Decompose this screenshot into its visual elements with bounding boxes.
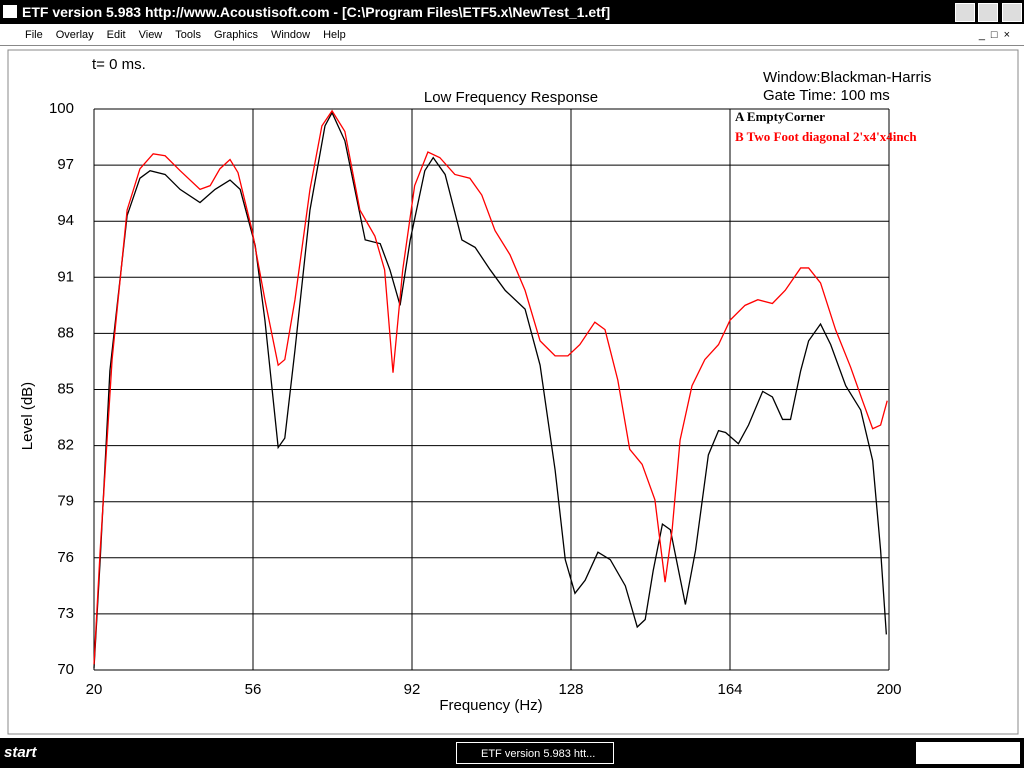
data-line [93, 111, 887, 669]
y-tick-label: 73 [57, 605, 74, 622]
y-tick-label: 88 [57, 324, 74, 341]
app-icon [3, 5, 17, 18]
chart-frame [7, 49, 1019, 735]
legend-entry: A EmptyCorner [735, 109, 825, 124]
menu-item[interactable]: Edit [106, 29, 126, 41]
data-line [93, 109, 888, 665]
minimize-button[interactable] [955, 3, 975, 22]
menu-item[interactable]: Help [323, 29, 346, 41]
y-axis-label: Level (dB) [19, 382, 36, 450]
chart-title: Low Frequency Response [424, 89, 598, 106]
y-tick-label: 100 [49, 100, 74, 117]
x-tick-label: 200 [876, 681, 901, 698]
menu-item[interactable]: File [25, 29, 43, 41]
chart: t= 0 ms. Window:Blackman-Harris Gate Tim… [7, 49, 1019, 735]
x-tick-label: 20 [86, 681, 103, 698]
y-tick-label: 79 [57, 493, 74, 510]
y-tick-label: 85 [57, 380, 74, 397]
mdi-controls[interactable]: _□× [978, 29, 1016, 41]
menu-item[interactable]: Tools [175, 29, 201, 41]
taskbar-task[interactable]: ETF version 5.983 htt... [456, 742, 614, 764]
menu-item[interactable]: Window [270, 29, 311, 41]
y-tick-label: 82 [57, 437, 74, 454]
menu-bar: File Overlay Edit View Tools Graphics Window He… [0, 25, 1024, 46]
menu-item[interactable]: Overlay [55, 29, 94, 41]
y-tick-label: 76 [57, 549, 74, 566]
maximize-button[interactable] [978, 3, 998, 22]
x-tick-label: 92 [404, 681, 421, 698]
system-tray [916, 742, 1020, 764]
legend-entry: B Two Foot diagonal 2'x4'x4inch [735, 129, 917, 144]
y-tick-label: 70 [57, 661, 74, 678]
menu-list: File Overlay Edit View Tools Graphics Window He… [25, 25, 359, 45]
x-tick-label: 56 [245, 681, 262, 698]
menu-item[interactable]: View [138, 29, 163, 41]
time-label: t= 0 ms. [92, 56, 146, 73]
menu-item[interactable]: Graphics [213, 29, 258, 41]
y-tick-label: 94 [57, 212, 74, 229]
y-tick-label: 97 [57, 156, 74, 173]
start-button[interactable]: start [4, 744, 37, 761]
title-bar: ETF version 5.983 http://www.Acoustisoft… [0, 0, 1024, 24]
y-tick-label: 91 [57, 268, 74, 285]
x-axis-label: Frequency (Hz) [439, 697, 542, 714]
taskbar: start ETF version 5.983 htt... [0, 738, 1024, 768]
gate-label: Gate Time: 100 ms [763, 87, 890, 104]
x-tick-label: 128 [558, 681, 583, 698]
x-tick-label: 164 [717, 681, 742, 698]
window-title: ETF version 5.983 http://www.Acoustisoft… [22, 4, 611, 20]
close-button[interactable] [1002, 3, 1022, 22]
window-label: Window:Blackman-Harris [763, 69, 931, 86]
